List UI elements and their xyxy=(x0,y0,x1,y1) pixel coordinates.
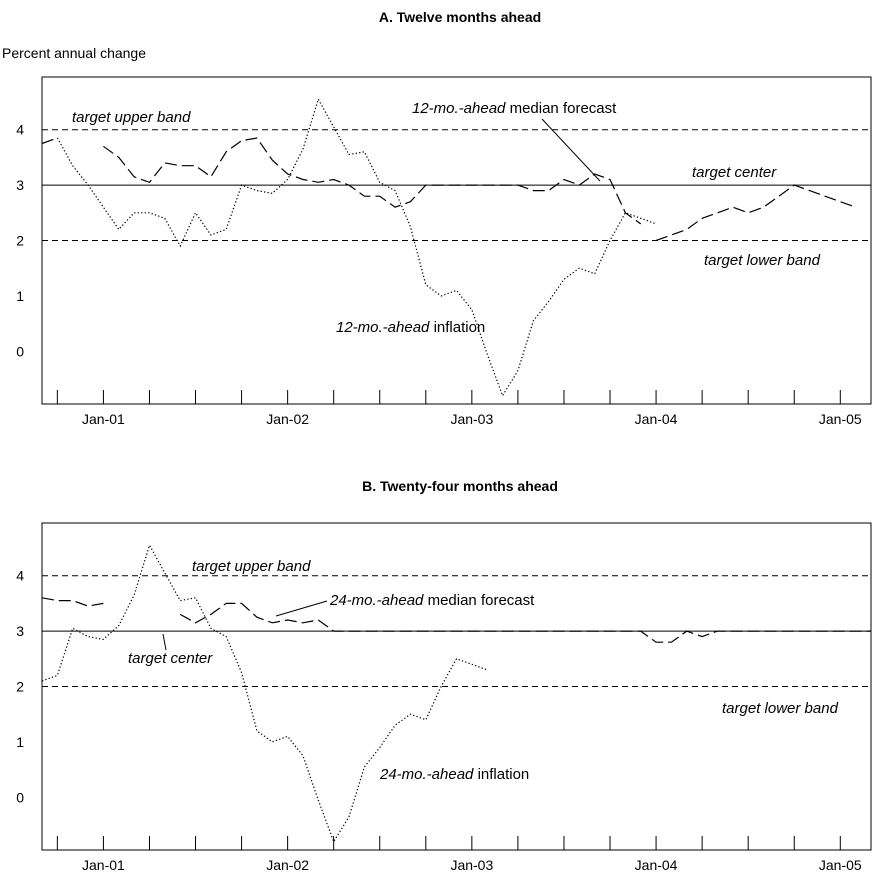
x-tick-label: Jan-02 xyxy=(266,857,309,873)
panel-b-title: B. Twenty-four months ahead xyxy=(362,478,558,494)
panel-a: A. Twelve months ahead Percent annual ch… xyxy=(2,9,872,427)
annotation-target-center: target center xyxy=(692,164,777,181)
x-tick-label: Jan-04 xyxy=(635,857,678,873)
panel-a-y-ticks: 0 1 2 3 4 xyxy=(16,122,24,360)
annotation-target-lower-band: target lower band xyxy=(722,700,839,717)
annotation-target-center: target center xyxy=(128,650,213,667)
panel-b-annotations: target upper band 24-mo.-ahead median fo… xyxy=(128,558,839,783)
center-leader-line xyxy=(162,633,167,651)
panel-a-x-ticks: Jan-01 Jan-02 Jan-03 Jan-04 Jan-05 xyxy=(56,390,862,427)
y-axis-label: Percent annual change xyxy=(2,45,146,61)
annotation-inflation: 12-mo.-ahead inflation xyxy=(336,319,485,336)
x-tick-label: Jan-01 xyxy=(82,411,125,427)
annotation-target-upper-band: target upper band xyxy=(192,558,311,575)
panel-b-y-ticks: 0 1 2 3 4 xyxy=(16,568,24,806)
y-tick-label: 0 xyxy=(16,343,24,359)
y-tick-label: 0 xyxy=(16,789,24,805)
y-tick-label: 4 xyxy=(16,122,24,138)
y-tick-label: 3 xyxy=(16,177,24,193)
panel-a-annotations: target upper band 12-mo.-ahead median fo… xyxy=(72,100,821,336)
y-tick-label: 2 xyxy=(16,679,24,695)
series-12-mo-ahead-median-forecast xyxy=(41,137,58,145)
annotation-median-forecast: 12-mo.-ahead median forecast xyxy=(412,100,617,117)
series-12-mo-ahead-median-forecast xyxy=(103,137,642,225)
annotation-median-forecast: 24-mo.-ahead median forecast xyxy=(329,592,535,609)
panel-b-series xyxy=(41,543,871,844)
x-tick-label: Jan-03 xyxy=(450,857,493,873)
series-24-mo-ahead-median-forecast xyxy=(179,602,871,643)
y-tick-label: 1 xyxy=(16,288,24,304)
y-tick-label: 3 xyxy=(16,623,24,639)
x-tick-label: Jan-05 xyxy=(819,857,862,873)
series-12-mo-ahead-inflation xyxy=(56,97,657,398)
series-24-mo-ahead-inflation xyxy=(41,543,488,844)
y-tick-label: 4 xyxy=(16,568,24,584)
x-tick-label: Jan-05 xyxy=(819,411,862,427)
annotation-inflation: 24-mo.-ahead inflation xyxy=(379,766,529,783)
panel-b: B. Twenty-four months ahead Jan-01 Jan-02… xyxy=(16,478,872,873)
y-tick-label: 1 xyxy=(16,734,24,750)
forecast-leader-line xyxy=(541,118,601,182)
series-12-mo-ahead-median-forecast xyxy=(655,184,856,242)
annotation-target-upper-band: target upper band xyxy=(72,109,191,126)
panel-a-title: A. Twelve months ahead xyxy=(379,9,541,25)
x-tick-label: Jan-04 xyxy=(635,411,678,427)
series-24-mo-ahead-median-forecast xyxy=(41,597,104,607)
forecast-leader-line xyxy=(275,600,328,617)
y-tick-label: 2 xyxy=(16,233,24,249)
x-tick-label: Jan-02 xyxy=(266,411,309,427)
panel-b-x-ticks: Jan-01 Jan-02 Jan-03 Jan-04 Jan-05 xyxy=(56,836,862,873)
annotation-target-lower-band: target lower band xyxy=(704,252,821,269)
panel-a-series xyxy=(41,97,871,398)
x-tick-label: Jan-01 xyxy=(82,857,125,873)
x-tick-label: Jan-03 xyxy=(450,411,493,427)
